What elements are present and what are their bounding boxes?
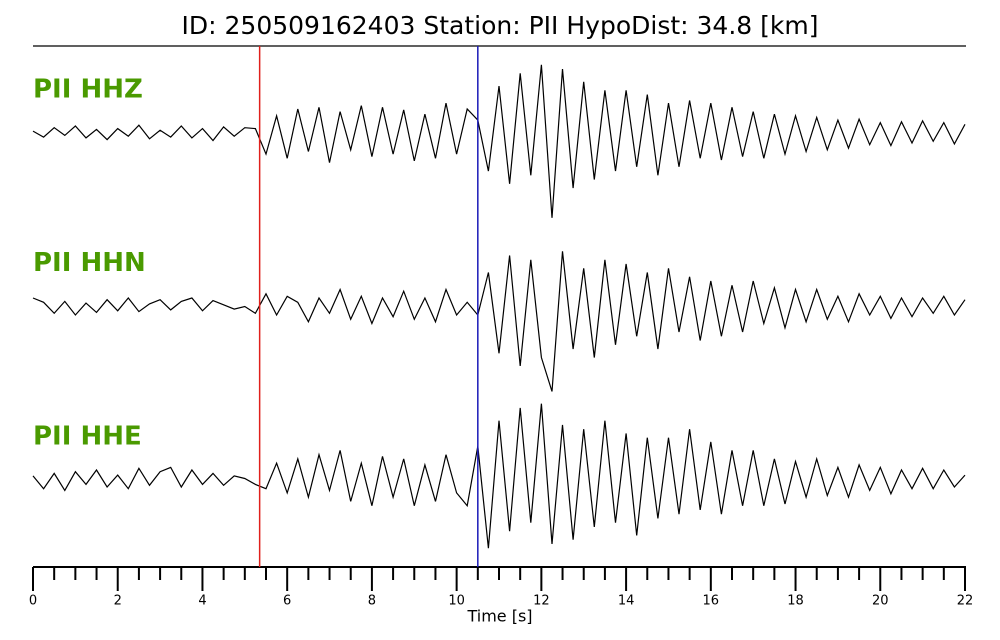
trace-label: PII HHN bbox=[33, 248, 146, 278]
waveform bbox=[32, 251, 966, 392]
x-tick-label: 20 bbox=[872, 594, 889, 609]
x-tick-label: 2 bbox=[114, 594, 122, 609]
x-tick-label: 0 bbox=[29, 594, 37, 609]
x-tick-label: 10 bbox=[448, 594, 465, 609]
x-axis-label: Time [s] bbox=[466, 607, 532, 626]
x-tick-label: 12 bbox=[533, 594, 550, 609]
trace-label: PII HHE bbox=[33, 422, 142, 452]
x-tick-label: 6 bbox=[283, 594, 291, 609]
x-tick-label: 8 bbox=[368, 594, 376, 609]
waveform bbox=[32, 64, 966, 218]
x-tick-label: 22 bbox=[957, 594, 974, 609]
waveform bbox=[32, 403, 966, 549]
x-tick-label: 4 bbox=[198, 594, 206, 609]
x-tick-label: 14 bbox=[618, 594, 635, 609]
x-tick-label: 16 bbox=[703, 594, 720, 609]
x-tick-label: 18 bbox=[787, 594, 804, 609]
chart-title: ID: 250509162403 Station: PII HypoDist: … bbox=[182, 11, 819, 40]
trace-label: PII HHZ bbox=[33, 74, 143, 104]
